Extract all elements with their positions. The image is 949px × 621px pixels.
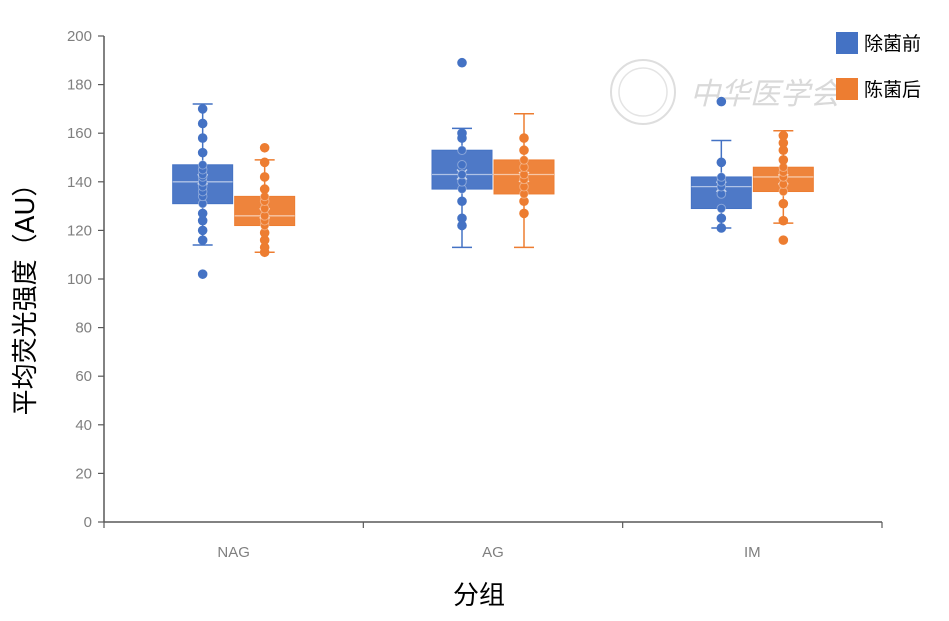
y-tick-label: 60 xyxy=(75,368,92,385)
watermark-seal-inner-icon xyxy=(618,67,668,117)
data-point xyxy=(259,172,270,182)
data-point xyxy=(716,96,727,107)
box-group xyxy=(690,96,752,233)
x-tick-label: AG xyxy=(482,544,504,561)
data-point xyxy=(197,269,208,279)
data-point xyxy=(778,130,789,141)
y-tick-label: 120 xyxy=(67,222,92,239)
data-point xyxy=(519,145,529,156)
data-point xyxy=(457,128,467,138)
data-point xyxy=(457,169,467,180)
box-group xyxy=(752,130,814,245)
data-point xyxy=(197,147,208,158)
data-point xyxy=(457,159,467,170)
data-point xyxy=(519,133,529,143)
data-point xyxy=(457,57,467,68)
data-point xyxy=(259,142,270,153)
data-point xyxy=(259,184,270,194)
data-point xyxy=(259,157,270,168)
box-group xyxy=(431,57,493,249)
data-point xyxy=(197,208,208,219)
y-tick-label: 0 xyxy=(84,514,92,531)
x-axis-title: 分组 xyxy=(453,581,505,611)
data-point xyxy=(519,155,529,165)
watermark: 中华医学会 xyxy=(610,59,843,125)
data-point xyxy=(778,155,789,165)
y-tick-label: 100 xyxy=(67,271,92,288)
legend-label: 除菌前 xyxy=(864,33,921,55)
box-group xyxy=(172,103,234,279)
legend-swatch xyxy=(836,78,858,100)
y-tick-label: 40 xyxy=(75,417,92,434)
data-point xyxy=(778,235,789,245)
data-point xyxy=(197,159,208,170)
data-point xyxy=(457,213,467,224)
data-point xyxy=(197,225,208,236)
data-point xyxy=(716,172,727,182)
axes: 0 20 40 60 80 100 120 140 160 180 200 NAG AG IM xyxy=(67,28,883,561)
legend-label: 陈菌后 xyxy=(864,79,921,101)
x-tick-label: IM xyxy=(744,544,761,561)
data-point xyxy=(778,198,789,209)
y-tick-label: 140 xyxy=(67,174,92,191)
y-tick-label: 80 xyxy=(75,320,92,337)
data-point xyxy=(457,145,467,156)
data-point xyxy=(197,133,208,143)
y-tick-label: 160 xyxy=(67,125,92,142)
data-point xyxy=(716,213,727,224)
y-axis-title: 平均荧光强度（AU） xyxy=(11,171,41,416)
box-series xyxy=(172,57,814,279)
data-point xyxy=(716,203,727,214)
data-point xyxy=(197,118,208,129)
box-group xyxy=(234,142,296,258)
watermark-text: 中华医学会 xyxy=(690,77,843,112)
data-point xyxy=(519,208,529,219)
x-tick-label: NAG xyxy=(217,544,250,561)
data-point xyxy=(197,235,208,245)
box-group xyxy=(493,113,555,249)
data-point xyxy=(716,223,727,233)
watermark-seal-icon xyxy=(610,59,676,125)
data-point xyxy=(778,215,789,226)
data-point xyxy=(716,157,727,168)
y-tick-label: 200 xyxy=(67,28,92,45)
data-point xyxy=(457,196,467,207)
data-point xyxy=(197,104,208,114)
y-tick-label: 20 xyxy=(75,465,92,482)
legend-swatch xyxy=(836,32,858,54)
y-tick-label: 180 xyxy=(67,77,92,94)
